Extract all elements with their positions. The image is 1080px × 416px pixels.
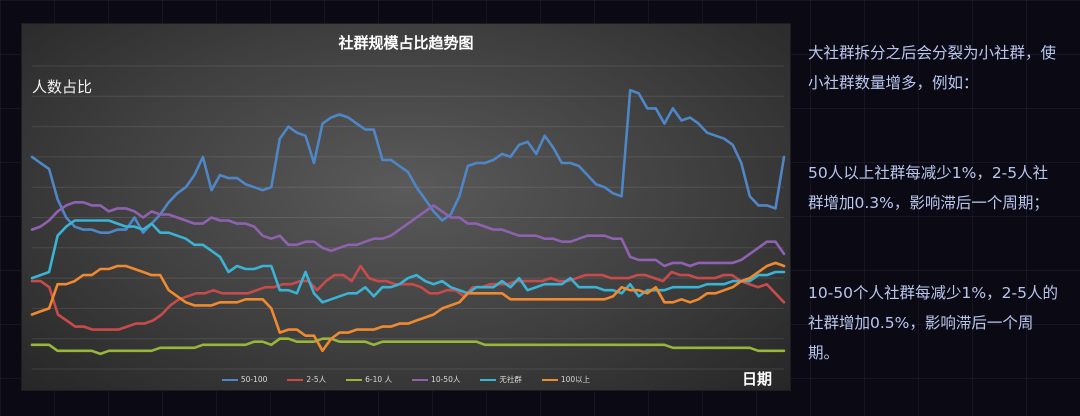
legend-label: 100以上	[560, 375, 591, 384]
legend-label: 10-50人	[431, 375, 461, 384]
side-annotation: 大社群拆分之后会分裂为小社群，使小社群数量增多，例如： 50人以上社群每减少1%…	[808, 38, 1063, 368]
line-chart	[30, 65, 786, 370]
chart-title: 社群规模占比趋势图	[338, 34, 474, 52]
annotation-example-1: 50人以上社群每减少1%，2-5人社群增加0.3%，影响滞后一个周期；	[808, 164, 1049, 212]
x-axis-label: 日期	[741, 370, 772, 388]
legend-label: 6-10 人	[365, 375, 393, 384]
legend-swatch	[480, 378, 497, 381]
series-line-5	[30, 261, 786, 353]
legend-swatch	[346, 378, 363, 381]
legend-swatch	[541, 378, 558, 381]
chart-panel: 社群规模占比趋势图 人数占比 日期 50-100 2-5人 6-10 人 10-50人…	[22, 24, 790, 390]
y-axis-label: 人数占比	[32, 78, 93, 96]
legend-item: 50-100	[221, 374, 268, 385]
legend-label: 50-100	[240, 375, 268, 384]
legend-label: 无社群	[499, 375, 522, 384]
legend-swatch	[287, 378, 304, 381]
annotation-intro: 大社群拆分之后会分裂为小社群，使小社群数量增多，例如：	[808, 44, 1057, 92]
legend-swatch	[221, 378, 238, 381]
series-lines	[30, 88, 786, 356]
series-line-2	[30, 337, 786, 356]
legend-item: 2-5人	[287, 374, 326, 385]
legend-item: 6-10 人	[346, 374, 392, 385]
series-line-3	[30, 201, 786, 268]
legend-item: 无社群	[480, 374, 522, 385]
legend: 50-100 2-5人 6-10 人 10-50人 无社群 100以上	[22, 374, 790, 385]
legend-swatch	[412, 378, 429, 381]
legend-item: 10-50人	[412, 374, 460, 385]
series-line-1	[30, 264, 786, 331]
series-line-0	[30, 88, 786, 234]
annotation-example-2: 10-50个人社群每减少1%，2-5人的社群增加0.5%，影响滞后一个周期。	[808, 284, 1058, 362]
legend-label: 2-5人	[306, 375, 327, 384]
legend-item: 100以上	[541, 374, 591, 385]
